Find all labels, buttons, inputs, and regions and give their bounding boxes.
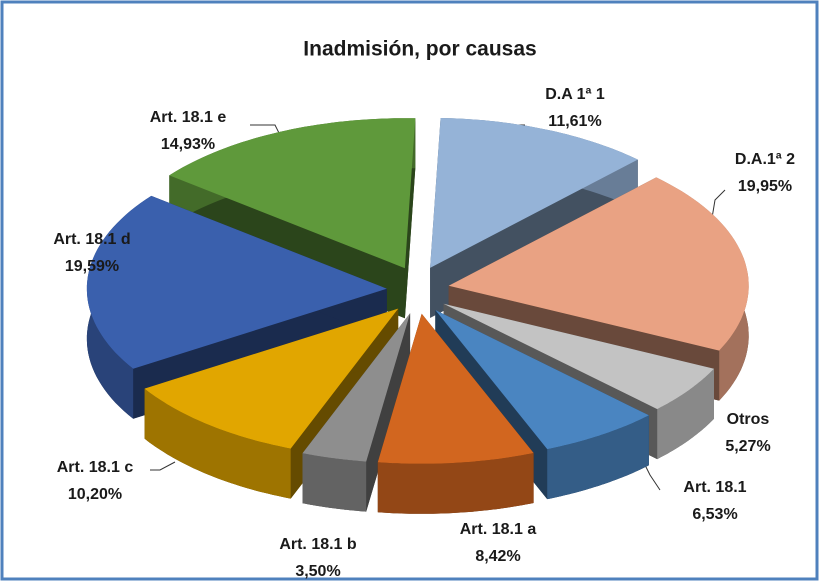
slice bbox=[430, 118, 638, 268]
data-label-name: Art. 18.1 a bbox=[460, 521, 537, 538]
data-label-name: Art. 18.1 bbox=[683, 479, 746, 496]
slice bbox=[86, 195, 387, 369]
slice bbox=[302, 313, 411, 462]
slice bbox=[144, 308, 399, 449]
data-label-name: Art. 18.1 c bbox=[57, 459, 134, 476]
slice-wall bbox=[547, 415, 649, 500]
data-label-value: 10,20% bbox=[68, 486, 122, 503]
data-label-name: D.A.1ª 2 bbox=[735, 151, 795, 168]
slice-wall bbox=[657, 368, 714, 460]
slice bbox=[377, 313, 534, 514]
data-label-value: 14,93% bbox=[161, 136, 215, 153]
slice-wall bbox=[302, 453, 367, 512]
chart-title: Inadmisión, por causas bbox=[303, 38, 536, 61]
slice-side bbox=[404, 118, 416, 319]
data-label-name: Art. 18.1 e bbox=[150, 109, 227, 126]
data-label-value: 5,27% bbox=[725, 438, 770, 455]
data-label-value: 8,42% bbox=[475, 548, 520, 565]
data-label-value: 6,53% bbox=[692, 506, 737, 523]
data-label-name: Art. 18.1 d bbox=[53, 231, 130, 248]
slice bbox=[302, 313, 411, 512]
data-label-value: 11,61% bbox=[548, 113, 601, 130]
pie bbox=[86, 118, 749, 514]
slice-wall bbox=[144, 388, 291, 499]
data-label-value: 19,95% bbox=[738, 178, 792, 195]
slice bbox=[377, 313, 534, 464]
slice bbox=[443, 303, 714, 410]
data-label-value: 19,59% bbox=[65, 258, 119, 275]
data-label-value: 3,50% bbox=[295, 563, 340, 580]
leader-line bbox=[150, 461, 176, 471]
data-label-name: Art. 18.1 b bbox=[279, 536, 357, 553]
slice bbox=[169, 118, 416, 269]
slice bbox=[448, 177, 749, 351]
slice-wall bbox=[377, 453, 534, 514]
slice bbox=[435, 310, 649, 450]
data-label-name: D.A 1ª 1 bbox=[545, 86, 605, 103]
data-label-name: Otros bbox=[727, 411, 770, 428]
